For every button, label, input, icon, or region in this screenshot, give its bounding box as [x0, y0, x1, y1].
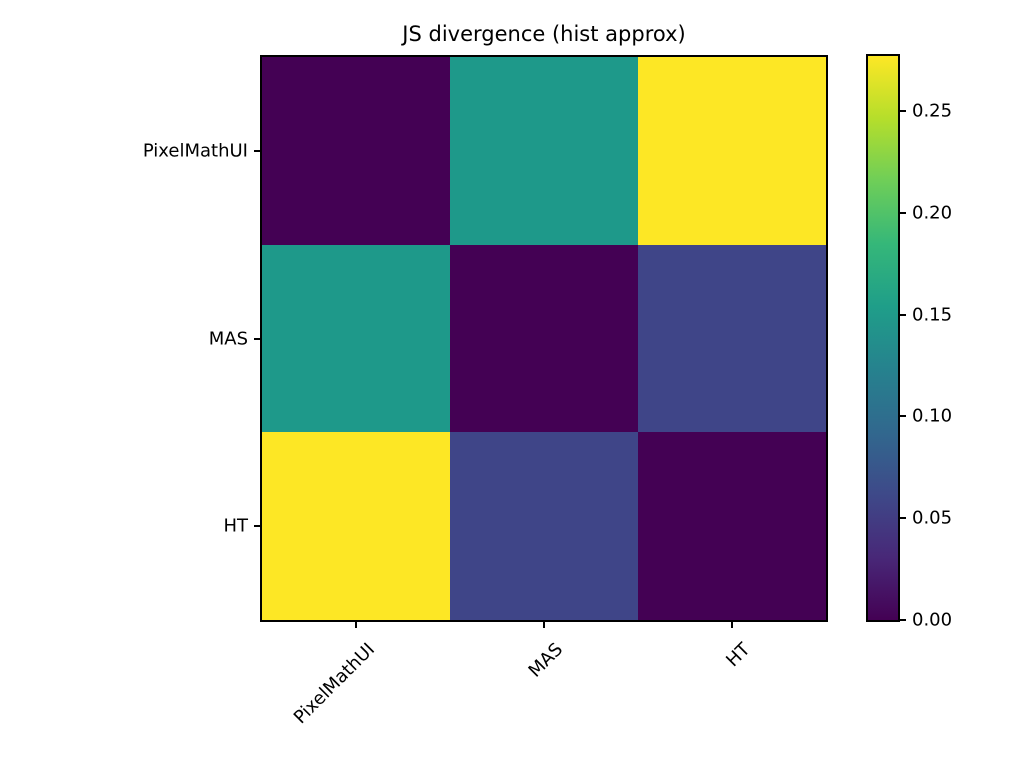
- y-tick: [254, 525, 260, 528]
- heatmap-cell: [638, 57, 826, 245]
- x-tick: [731, 622, 733, 628]
- x-tick: [543, 622, 545, 628]
- x-tick-label: HT: [722, 639, 755, 672]
- heatmap: [260, 55, 828, 622]
- x-tick-label: PixelMathUI: [289, 639, 379, 729]
- colorbar: [866, 54, 900, 622]
- y-tick-label: PixelMathUI: [142, 140, 248, 162]
- y-tick: [254, 337, 260, 340]
- heatmap-cell: [450, 432, 638, 620]
- colorbar-tick-label: 0.10: [912, 405, 953, 427]
- x-tick: [355, 622, 357, 628]
- heatmap-cell: [262, 432, 450, 620]
- colorbar-tick-label: 0.00: [912, 609, 953, 631]
- colorbar-tick-label: 0.20: [912, 202, 953, 224]
- colorbar-tick: [900, 211, 906, 214]
- colorbar-tick: [900, 109, 906, 112]
- heatmap-cell: [450, 57, 638, 245]
- colorbar-tick-label: 0.05: [912, 507, 953, 529]
- colorbar-tick: [900, 619, 906, 621]
- y-tick-label: HT: [223, 515, 248, 537]
- colorbar-tick: [900, 415, 906, 418]
- heatmap-cell: [450, 244, 638, 433]
- colorbar-tick: [900, 313, 906, 316]
- heatmap-cell: [262, 244, 450, 433]
- colorbar-tick-label: 0.15: [912, 304, 953, 326]
- y-tick: [254, 149, 260, 152]
- y-tick-label: MAS: [208, 328, 248, 349]
- heatmap-cell: [638, 432, 826, 620]
- chart-title: JS divergence (hist approx): [402, 22, 686, 46]
- colorbar-tick: [900, 517, 906, 520]
- x-tick-label: MAS: [524, 639, 567, 682]
- heatmap-cell: [638, 244, 826, 433]
- colorbar-tick-label: 0.25: [912, 100, 953, 122]
- heatmap-cell: [262, 57, 450, 245]
